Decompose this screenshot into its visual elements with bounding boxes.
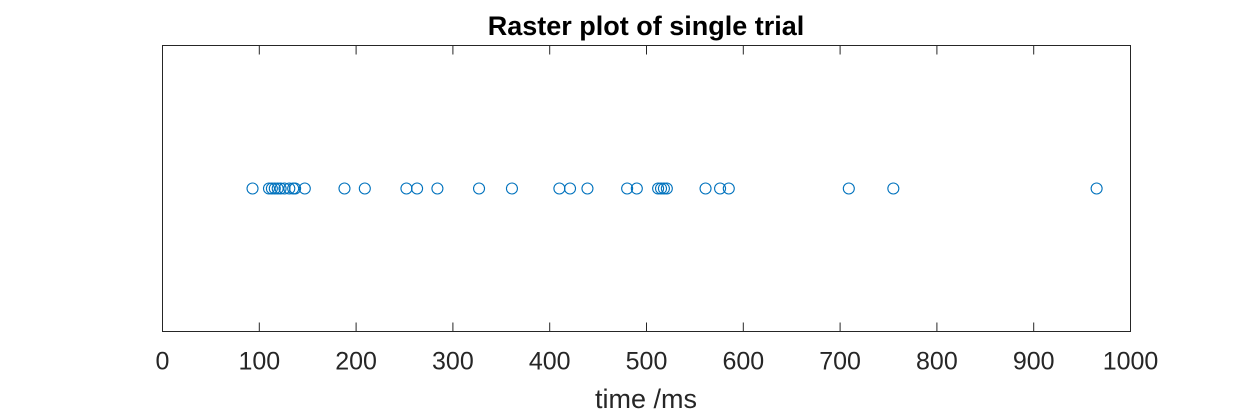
- spike-marker: [298, 182, 311, 195]
- spike-marker: [472, 182, 486, 195]
- spike-marker: [1090, 182, 1103, 195]
- spike-marker: [657, 182, 670, 195]
- x-tick-label: 800: [916, 348, 958, 376]
- spike-marker: [722, 182, 735, 195]
- spike-marker: [358, 182, 371, 195]
- spike-marker: [581, 182, 594, 195]
- x-tick-label: 900: [1013, 348, 1055, 376]
- spike-marker: [714, 182, 727, 195]
- x-tick-label: 600: [722, 348, 764, 376]
- spike-marker: [271, 182, 284, 195]
- x-axis-ticks: 0 100 200 300 400 500 600 700 800 900 1000: [156, 45, 1159, 376]
- spike-marker: [246, 182, 259, 195]
- spike-marker: [654, 182, 668, 195]
- x-tick-label: 300: [432, 348, 474, 376]
- spike-marker: [652, 182, 665, 195]
- x-tick-label: 200: [335, 348, 377, 376]
- spike-markers: [246, 182, 1103, 195]
- x-tick-label: 400: [529, 348, 571, 376]
- spike-marker: [274, 182, 287, 195]
- spike-marker: [621, 182, 634, 195]
- spike-marker: [887, 182, 900, 195]
- x-tick-label: 1000: [1103, 348, 1159, 376]
- x-tick-label: 100: [238, 348, 280, 376]
- spike-marker: [630, 182, 643, 195]
- spike-marker: [431, 182, 444, 195]
- spike-marker: [660, 182, 673, 195]
- spike-marker: [289, 182, 302, 195]
- spike-marker: [268, 182, 281, 195]
- spike-marker: [265, 182, 278, 195]
- x-tick-label: 500: [626, 348, 668, 376]
- x-axis-label: time /ms: [595, 384, 697, 414]
- spike-marker: [699, 182, 712, 195]
- spike-marker: [338, 182, 351, 195]
- spike-marker: [262, 182, 276, 195]
- spike-marker: [505, 182, 518, 195]
- spike-marker: [411, 182, 424, 195]
- spike-marker: [283, 182, 296, 195]
- spike-marker: [563, 182, 577, 195]
- chart-title: Raster plot of single trial: [488, 11, 805, 41]
- x-tick-label: 700: [819, 348, 861, 376]
- spike-marker: [842, 182, 855, 195]
- x-tick-label: 0: [156, 348, 170, 376]
